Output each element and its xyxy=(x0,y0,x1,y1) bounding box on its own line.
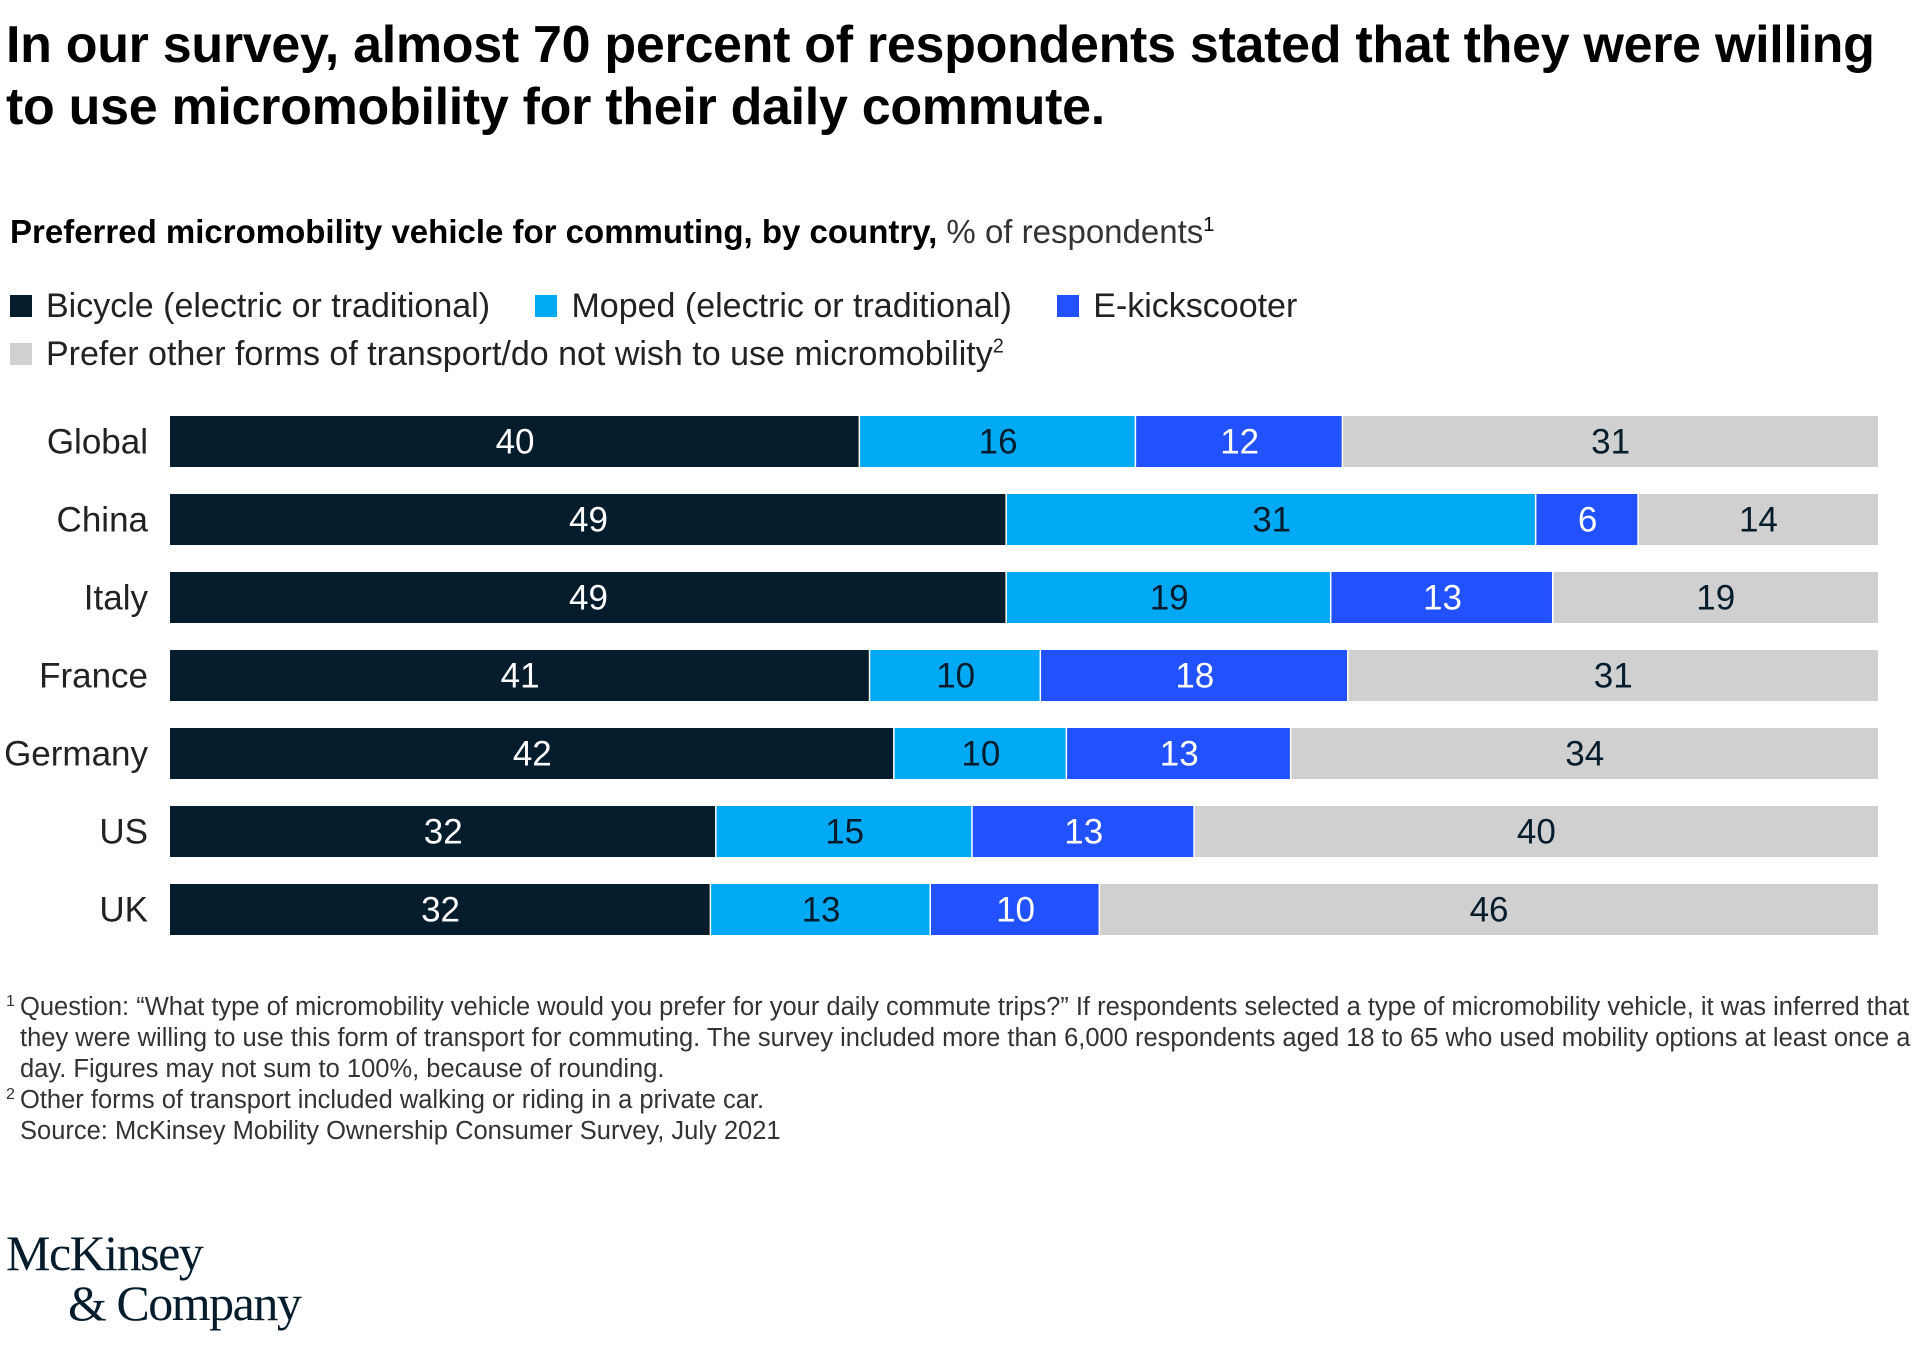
category-label-france: France xyxy=(39,657,148,696)
value-label-us-moped: 15 xyxy=(825,813,864,852)
logo-line-1: McKinsey xyxy=(6,1225,204,1281)
bar-uk-moped xyxy=(711,884,930,935)
subtitle-unit: % of respondents xyxy=(937,213,1204,250)
bar-china-prefer xyxy=(1638,494,1878,545)
legend-item-other: Prefer other forms of transport/do not w… xyxy=(10,330,1004,378)
category-label-global: Global xyxy=(47,423,148,462)
value-label-uk-e-kickscooter: 10 xyxy=(996,891,1035,930)
footnote-1-text: Question: “What type of micromobility ve… xyxy=(20,993,1911,1083)
category-label-germany: Germany xyxy=(4,735,148,774)
bar-germany-e-kickscooter xyxy=(1067,728,1290,779)
value-label-france-prefer: 31 xyxy=(1594,657,1633,696)
legend-row-2: Prefer other forms of transport/do not w… xyxy=(10,330,1810,378)
value-label-uk-moped: 13 xyxy=(802,891,841,930)
chart-headline: In our survey, almost 70 percent of resp… xyxy=(6,16,1875,136)
value-label-global-moped: 16 xyxy=(979,423,1018,462)
value-label-italy-e-kickscooter: 13 xyxy=(1423,579,1462,618)
value-label-france-e-kickscooter: 18 xyxy=(1175,657,1214,696)
bar-uk-prefer xyxy=(1100,884,1878,935)
value-label-china-prefer: 14 xyxy=(1739,501,1778,540)
value-label-global-bicycle: 40 xyxy=(496,423,535,462)
bar-china-e-kickscooter xyxy=(1536,494,1638,545)
subtitle-footnote-mark: 1 xyxy=(1203,214,1215,236)
legend-swatch-bicycle xyxy=(10,295,32,317)
bar-france-e-kickscooter xyxy=(1041,650,1348,701)
footnote-2-text: Other forms of transport included walkin… xyxy=(20,1086,765,1114)
bar-france-prefer xyxy=(1348,650,1878,701)
category-label-uk: UK xyxy=(99,891,148,930)
value-label-us-bicycle: 32 xyxy=(424,813,463,852)
legend-label-bicycle: Bicycle (electric or traditional) xyxy=(46,287,491,325)
value-label-germany-bicycle: 42 xyxy=(513,735,552,774)
footnote-1: 1 Question: “What type of micromobility v… xyxy=(6,992,1911,1085)
legend-swatch-moped xyxy=(535,295,558,317)
footnote-1-mark: 1 xyxy=(6,993,15,1010)
bar-france-moped xyxy=(870,650,1040,701)
logo-line-2: & Company xyxy=(68,1275,302,1331)
bar-global-bicycle xyxy=(170,416,859,467)
value-label-italy-prefer: 19 xyxy=(1696,579,1735,618)
value-label-china-moped: 31 xyxy=(1252,501,1291,540)
legend-item-moped: Moped (electric or traditional) xyxy=(535,282,1012,330)
value-label-germany-moped: 10 xyxy=(961,735,1000,774)
bar-china-moped xyxy=(1006,494,1535,545)
bar-italy-e-kickscooter xyxy=(1331,572,1552,623)
bar-italy-bicycle xyxy=(170,572,1006,623)
bar-us-bicycle xyxy=(170,806,716,857)
value-label-germany-prefer: 34 xyxy=(1565,735,1604,774)
value-label-global-e-kickscooter: 12 xyxy=(1220,423,1259,462)
bar-germany-prefer xyxy=(1291,728,1878,779)
legend-swatch-e-kickscooter xyxy=(1057,295,1080,317)
mckinsey-logo: McKinsey & Company xyxy=(6,1225,302,1331)
category-label-us: US xyxy=(99,813,148,852)
value-label-germany-e-kickscooter: 13 xyxy=(1160,735,1199,774)
footnotes: 1 Question: “What type of micromobility v… xyxy=(6,992,1911,1147)
bar-germany-moped xyxy=(894,728,1066,779)
bar-italy-prefer xyxy=(1553,572,1878,623)
bar-us-prefer xyxy=(1194,806,1878,857)
legend-footnote-mark: 2 xyxy=(992,335,1004,358)
value-label-italy-moped: 19 xyxy=(1150,579,1189,618)
legend-label-moped: Moped (electric or traditional) xyxy=(571,287,1012,325)
chart-subtitle: Preferred micromobility vehicle for comm… xyxy=(10,210,1214,254)
bar-germany-bicycle xyxy=(170,728,894,779)
bar-france-bicycle xyxy=(170,650,869,701)
value-label-global-prefer: 31 xyxy=(1591,423,1630,462)
category-label-italy: Italy xyxy=(84,579,149,618)
legend-label-other: Prefer other forms of transport/do not w… xyxy=(46,335,993,373)
bar-china-bicycle xyxy=(170,494,1006,545)
bar-global-moped xyxy=(860,416,1135,467)
value-label-uk-bicycle: 32 xyxy=(421,891,460,930)
value-label-us-e-kickscooter: 13 xyxy=(1064,813,1103,852)
legend-label-e-kickscooter: E-kickscooter xyxy=(1093,287,1298,325)
value-label-uk-prefer: 46 xyxy=(1470,891,1509,930)
category-label-china: China xyxy=(57,501,149,540)
legend-swatch-other xyxy=(10,343,32,365)
legend-row-1: Bicycle (electric or traditional) Moped … xyxy=(10,282,1810,330)
value-label-italy-bicycle: 49 xyxy=(569,579,608,618)
legend-item-bicycle: Bicycle (electric or traditional) xyxy=(10,282,490,330)
bar-us-moped xyxy=(716,806,972,857)
bar-uk-bicycle xyxy=(170,884,710,935)
value-label-france-moped: 10 xyxy=(936,657,975,696)
bar-us-e-kickscooter xyxy=(972,806,1194,857)
footnote-2-mark: 2 xyxy=(6,1086,15,1103)
legend-item-e-kickscooter: E-kickscooter xyxy=(1057,282,1297,330)
value-label-china-e-kickscooter: 6 xyxy=(1578,501,1597,540)
value-label-france-bicycle: 41 xyxy=(501,657,540,696)
bar-global-e-kickscooter xyxy=(1136,416,1342,467)
bar-global-prefer xyxy=(1343,416,1878,467)
bar-uk-e-kickscooter xyxy=(930,884,1099,935)
value-label-us-prefer: 40 xyxy=(1517,813,1556,852)
chart-legend: Bicycle (electric or traditional) Moped … xyxy=(10,282,1810,378)
subtitle-main: Preferred micromobility vehicle for comm… xyxy=(10,213,938,250)
value-label-china-bicycle: 49 xyxy=(569,501,608,540)
bar-italy-moped xyxy=(1006,572,1330,623)
source-note: Source: McKinsey Mobility Ownership Cons… xyxy=(20,1117,781,1145)
footnote-2: 2 Other forms of transport included walki… xyxy=(6,1085,1911,1116)
stacked-bar-chart: Global 40 16 12 31 China 49 31 6 14 Italy 49 19 13 19 F… xyxy=(4,416,1878,935)
